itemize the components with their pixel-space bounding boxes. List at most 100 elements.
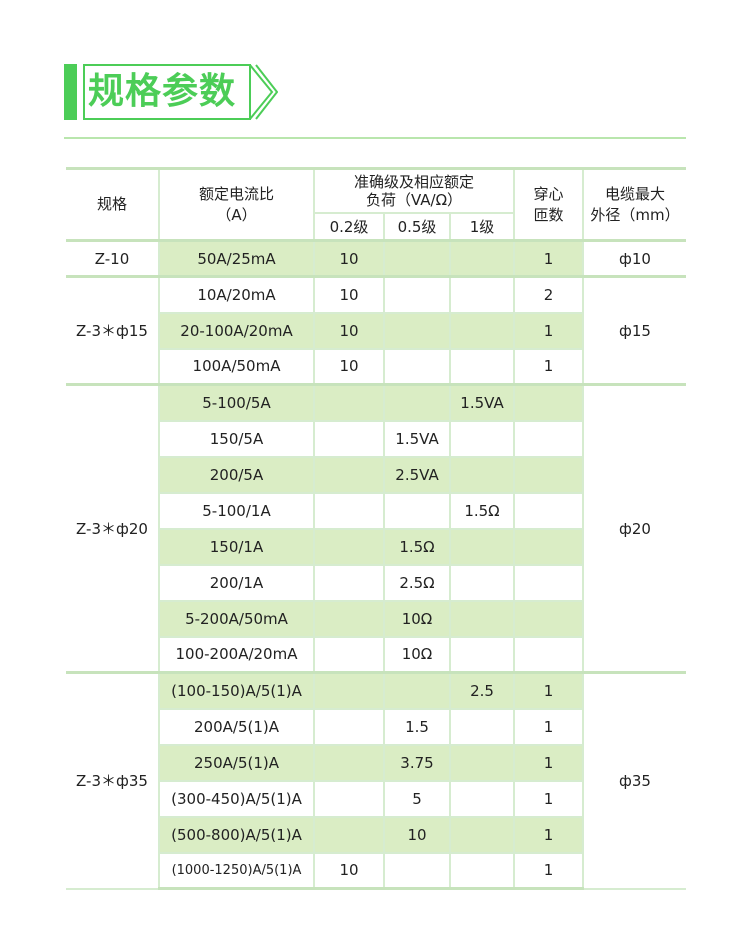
header-turns-line1: 穿心 (533, 184, 564, 203)
class-05-cell (383, 491, 451, 530)
class-02-cell (313, 383, 385, 422)
ratio-cell: 250A/5(1)A (158, 743, 315, 782)
table-row: (500-800)A/5(1)A 10 1 (66, 815, 686, 854)
ratio-cell: (500-800)A/5(1)A (158, 815, 315, 854)
spec-table: 规格 额定电流比 （A） 准确级及相应额定 负荷（VA/Ω） 穿心 匝数 电缆最… (66, 167, 686, 890)
class-05-cell: 3.75 (383, 743, 451, 782)
class-05-cell (383, 347, 451, 386)
table-row: 100A/50mA 10 1 (66, 347, 686, 386)
table-row: (300-450)A/5(1)A 5 1 (66, 779, 686, 818)
class-02-cell (313, 455, 385, 494)
class-02-cell (313, 779, 385, 818)
header-turns: 穿心 匝数 (513, 167, 584, 242)
class-1-cell (449, 455, 515, 494)
turns-cell (513, 527, 584, 566)
table-row: 200/1A 2.5Ω (66, 563, 686, 602)
header-turns-line2: 匝数 (533, 205, 564, 224)
turns-cell (513, 563, 584, 602)
table-row: 200A/5(1)A 1.5 1 (66, 707, 686, 746)
header-ratio-line1: 额定电流比 (198, 184, 274, 203)
class-1-cell (449, 347, 515, 386)
header-spec: 规格 (66, 167, 160, 242)
cable-diameter-cell: ф10 (582, 239, 686, 278)
chevron-right-icon (249, 64, 278, 120)
class-05-cell (383, 671, 451, 710)
ratio-cell: 150/1A (158, 527, 315, 566)
class-1-cell (449, 239, 515, 278)
turns-cell (513, 455, 584, 494)
class-1-cell (449, 707, 515, 746)
ratio-cell: (1000-1250)A/5(1)A (158, 851, 315, 890)
table-row: 150/5A 1.5VA (66, 419, 686, 458)
table-row: Z-3＊ф20 5-100/5A 1.5VA ф20 (66, 383, 686, 674)
table-row: 20-100A/20mA 10 1 (66, 311, 686, 350)
ratio-cell: 150/5A (158, 419, 315, 458)
header-class-02: 0.2级 (313, 211, 385, 242)
ratio-cell: 50A/25mA (158, 239, 315, 278)
ratio-cell: 5-200A/50mA (158, 599, 315, 638)
cable-diameter-cell: ф35 (582, 671, 686, 890)
table-row: 5-200A/50mA 10Ω (66, 599, 686, 638)
header-accuracy-line1: 准确级及相应额定 (353, 172, 474, 191)
turns-cell: 1 (513, 779, 584, 818)
turns-cell: 1 (513, 815, 584, 854)
class-02-cell (313, 599, 385, 638)
turns-cell (513, 419, 584, 458)
class-02-cell (313, 671, 385, 710)
class-05-cell (383, 383, 451, 422)
header-ratio: 额定电流比 （A） (158, 167, 315, 242)
table-row: 250A/5(1)A 3.75 1 (66, 743, 686, 782)
class-02-cell (313, 635, 385, 674)
class-1-cell (449, 815, 515, 854)
table-row: 200/5A 2.5VA (66, 455, 686, 494)
class-1-cell (449, 635, 515, 674)
class-05-cell (383, 275, 451, 314)
ratio-cell: (300-450)A/5(1)A (158, 779, 315, 818)
header-class-05: 0.5级 (383, 211, 451, 242)
ratio-cell: 20-100A/20mA (158, 311, 315, 350)
class-1-cell (449, 851, 515, 890)
class-05-cell: 10Ω (383, 599, 451, 638)
header-row: 规格 额定电流比 （A） 准确级及相应额定 负荷（VA/Ω） 穿心 匝数 电缆最… (66, 167, 686, 242)
class-1-cell (449, 527, 515, 566)
class-02-cell (313, 491, 385, 530)
spec-cell: Z-3＊ф15 (66, 275, 160, 386)
turns-cell: 1 (513, 239, 584, 278)
class-02-cell (313, 563, 385, 602)
header-cable: 电缆最大 外径（mm） (582, 167, 686, 242)
class-02-cell (313, 419, 385, 458)
class-1-cell (449, 743, 515, 782)
turns-cell: 1 (513, 743, 584, 782)
ratio-cell: 5-100/5A (158, 383, 315, 422)
ratio-cell: 200/5A (158, 455, 315, 494)
header-ratio-line2: （A） (216, 205, 257, 224)
class-05-cell (383, 239, 451, 278)
table-row: 150/1A 1.5Ω (66, 527, 686, 566)
class-02-cell (313, 815, 385, 854)
ratio-cell: 10A/20mA (158, 275, 315, 314)
header-class-1: 1级 (449, 211, 515, 242)
ratio-cell: 5-100/1A (158, 491, 315, 530)
header-cable-line1: 电缆最大 (604, 184, 665, 203)
class-05-cell: 5 (383, 779, 451, 818)
class-02-cell: 10 (313, 311, 385, 350)
turns-cell: 1 (513, 851, 584, 890)
class-05-cell (383, 311, 451, 350)
class-02-cell (313, 743, 385, 782)
header-accuracy-line2: 负荷（VA/Ω） (365, 190, 463, 209)
header-accuracy: 准确级及相应额定 负荷（VA/Ω） (313, 167, 515, 214)
class-05-cell: 10 (383, 815, 451, 854)
class-1-cell (449, 563, 515, 602)
title-accent-bar (64, 64, 77, 120)
ratio-cell: (100-150)A/5(1)A (158, 671, 315, 710)
table-row: 100-200A/20mA 10Ω (66, 635, 686, 674)
title-divider (64, 137, 686, 139)
table-row: 5-100/1A 1.5Ω (66, 491, 686, 530)
class-1-cell: 1.5Ω (449, 491, 515, 530)
header-cable-line2: 外径（mm） (590, 205, 680, 224)
turns-cell (513, 599, 584, 638)
class-05-cell: 1.5Ω (383, 527, 451, 566)
class-1-cell (449, 779, 515, 818)
cable-diameter-cell: ф15 (582, 275, 686, 386)
class-1-cell (449, 419, 515, 458)
